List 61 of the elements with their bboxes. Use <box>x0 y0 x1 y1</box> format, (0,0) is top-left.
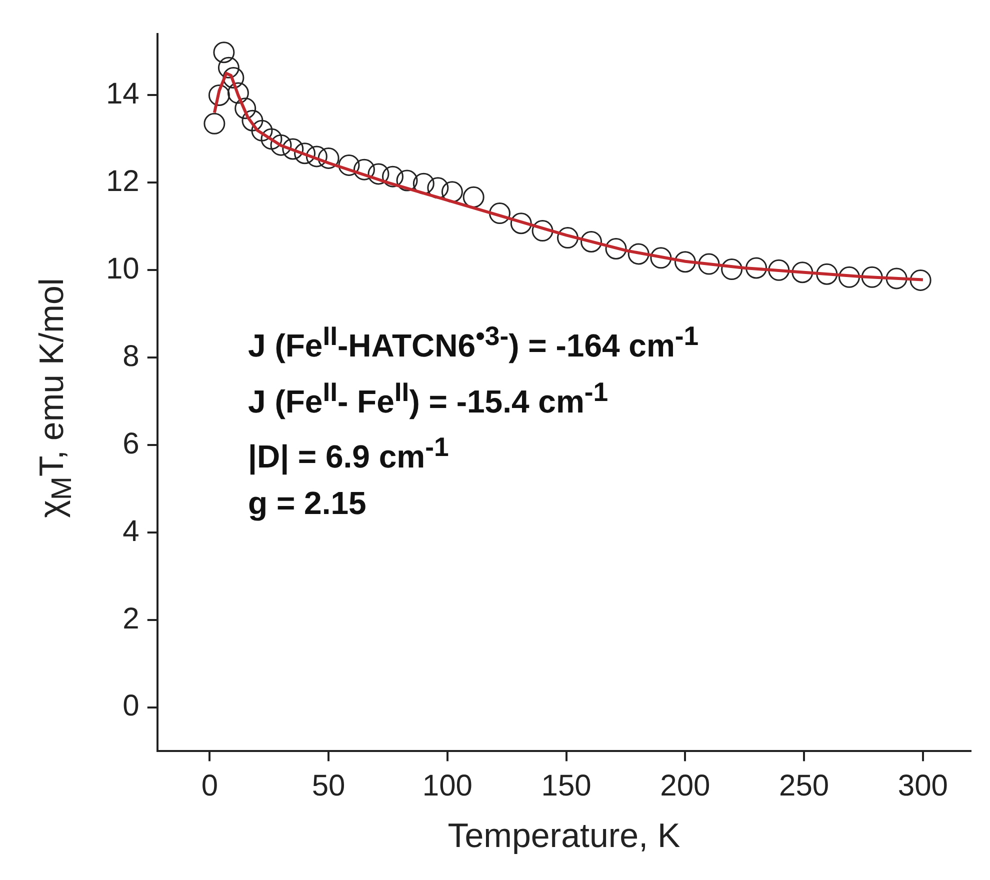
x-axis-title: Temperature, K <box>448 816 680 855</box>
annotation: J (Fe$^{II}$- Fe$^{II}$) = -15.4 cm$^{-1}$ <box>248 376 610 422</box>
y-tick-label: 8 <box>122 340 140 373</box>
point <box>556 227 578 249</box>
point <box>204 112 226 134</box>
point <box>605 238 627 260</box>
point <box>816 263 838 285</box>
point <box>396 170 418 192</box>
point <box>698 253 720 275</box>
point <box>746 257 768 279</box>
point <box>721 258 743 280</box>
point <box>338 154 360 176</box>
point <box>628 243 650 265</box>
point <box>208 84 230 106</box>
point <box>886 268 908 290</box>
x-tick-label: 150 <box>541 769 592 802</box>
x-tick-label: 50 <box>312 769 346 802</box>
point <box>294 142 316 164</box>
point <box>306 146 328 168</box>
point <box>368 163 390 185</box>
point <box>861 266 883 288</box>
annotation: g = 2.15 <box>248 484 368 523</box>
annotation: |D| = 6.9 cm$^{-1}$ <box>248 431 450 477</box>
y-tick-label: 0 <box>122 690 140 723</box>
point <box>580 230 602 252</box>
point <box>768 259 790 281</box>
point <box>510 212 532 234</box>
x-tick-label: 200 <box>660 769 710 802</box>
point <box>674 251 696 273</box>
point <box>792 262 814 284</box>
point <box>353 158 375 180</box>
point <box>251 120 273 142</box>
x-tick-label: 300 <box>898 769 948 802</box>
point <box>260 128 282 150</box>
point <box>227 82 249 104</box>
point <box>382 166 404 188</box>
point <box>282 138 304 160</box>
point <box>427 177 449 199</box>
annotation: J (Fe$^{II}$-HATCN6$^{•3-}$) = -164 cm$^{-1}$ <box>248 320 699 366</box>
point <box>270 134 292 156</box>
point <box>213 42 235 64</box>
y-tick-label: 4 <box>122 514 140 548</box>
point <box>488 202 510 224</box>
point <box>910 269 932 291</box>
point <box>218 56 240 78</box>
point <box>222 66 244 88</box>
point <box>650 247 672 269</box>
point <box>532 220 554 242</box>
y-tick-label: 12 <box>106 164 140 198</box>
point <box>462 186 484 208</box>
y-tick-label: 6 <box>122 427 140 460</box>
x-tick-label: 100 <box>422 769 472 802</box>
point <box>234 98 256 120</box>
point <box>242 110 264 132</box>
y-tick-label: 2 <box>122 602 140 636</box>
point <box>318 147 340 169</box>
y-tick-label: 14 <box>106 77 140 110</box>
x-tick-label: 250 <box>779 769 830 802</box>
point <box>838 266 860 288</box>
x-tick-label: 0 <box>201 769 218 802</box>
y-tick-label: 10 <box>106 252 140 286</box>
